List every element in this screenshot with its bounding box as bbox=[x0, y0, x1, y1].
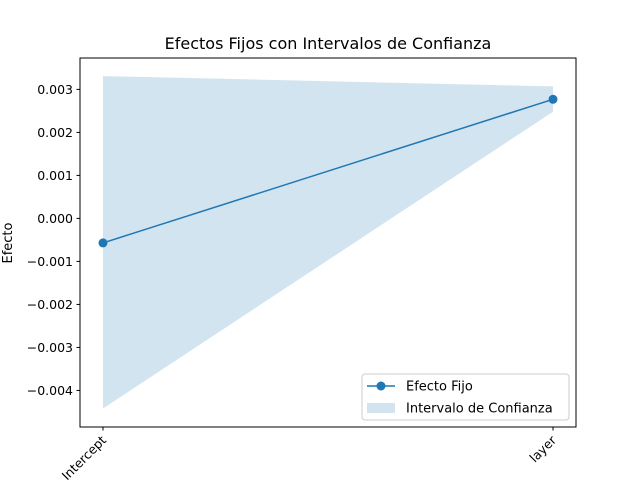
plot-area bbox=[98, 76, 558, 409]
legend-band-swatch bbox=[367, 403, 395, 413]
legend-label-intervalo: Intervalo de Confianza bbox=[406, 402, 553, 417]
y-tick-label: −0.004 bbox=[27, 383, 73, 398]
y-tick-label: 0.002 bbox=[37, 125, 73, 140]
plot-frame bbox=[79, 57, 577, 428]
series-line-efecto-fijo bbox=[102, 98, 554, 244]
y-axis: −0.004 −0.003 −0.002 −0.001 0.000 0.001 0.002 0… bbox=[27, 82, 80, 398]
legend-box bbox=[361, 373, 570, 421]
y-tick-label: 0.001 bbox=[37, 168, 73, 183]
confidence-band bbox=[103, 76, 553, 409]
y-tick-label: −0.001 bbox=[27, 254, 73, 269]
chart-title: Efectos Fijos con Intervalos de Confianz… bbox=[165, 34, 492, 53]
y-axis-label: Efecto bbox=[1, 222, 16, 263]
legend-label-efecto-fijo: Efecto Fijo bbox=[406, 380, 473, 395]
y-tick-label: 0.003 bbox=[37, 82, 73, 97]
y-tick-label: −0.003 bbox=[27, 340, 73, 355]
data-point-intercept bbox=[98, 238, 108, 248]
y-tick-label: −0.002 bbox=[27, 297, 73, 312]
legend: Efecto Fijo Intervalo de Confianza bbox=[361, 373, 570, 421]
data-point-layer bbox=[548, 94, 558, 104]
legend-marker-swatch bbox=[376, 381, 386, 391]
y-tick-label: 0.000 bbox=[37, 211, 73, 226]
